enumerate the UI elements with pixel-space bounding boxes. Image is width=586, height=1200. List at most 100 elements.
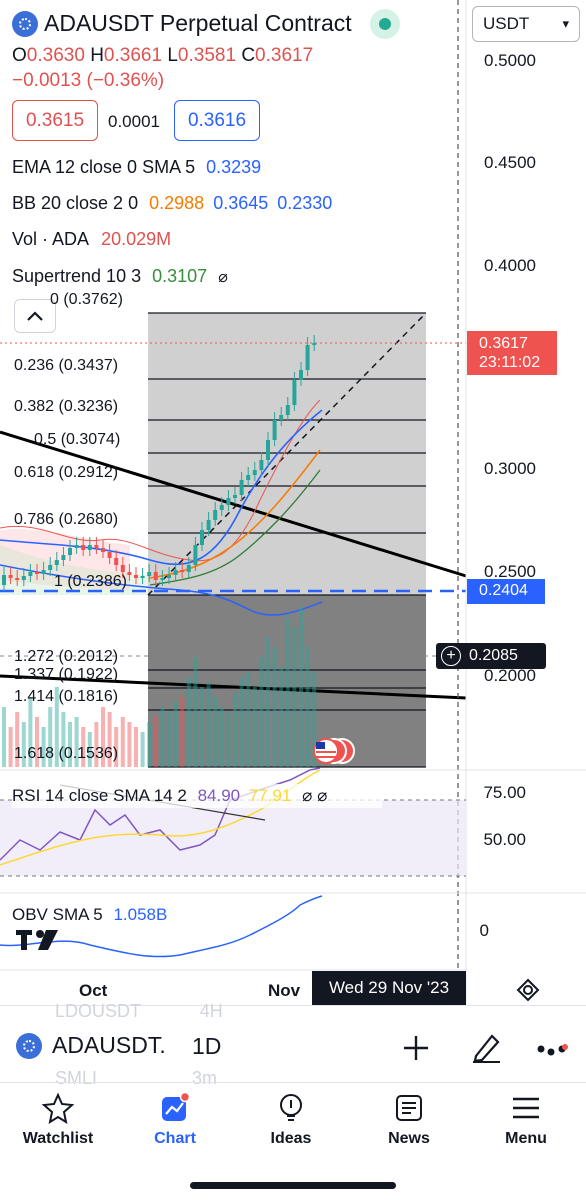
buy-price-button[interactable]: 0.3616	[174, 100, 260, 141]
sell-price-button[interactable]: 0.3615	[12, 100, 98, 141]
fib-level-label: 0.5 (0.3074)	[34, 431, 121, 448]
collapse-legend-button[interactable]	[14, 299, 56, 333]
chart-settings-icon[interactable]	[514, 976, 542, 1004]
high-label: H	[90, 45, 104, 66]
market-status-icon[interactable]	[370, 9, 400, 39]
obv-label: OBV SMA 5	[12, 905, 103, 924]
tabbar-divider	[0, 1082, 586, 1083]
volume-bar	[180, 697, 185, 767]
plus-circle-icon[interactable]: +	[441, 646, 461, 666]
volume-bar	[305, 647, 310, 767]
lightbulb-icon	[280, 1094, 302, 1121]
low-value: 0.3581	[177, 45, 237, 66]
spread-value: 0.0001	[108, 112, 160, 131]
tab-ideas[interactable]: Ideas	[236, 1092, 346, 1148]
volume-bar	[233, 692, 237, 767]
volume-bar	[134, 727, 138, 767]
candle-body	[48, 565, 53, 570]
volume-bar	[41, 727, 46, 767]
ohlc-row: O0.3630 H0.3661 L0.3581 C0.3617	[12, 45, 313, 67]
star-icon	[42, 1092, 74, 1124]
cardano-logo-icon	[16, 1032, 42, 1059]
obv-scale-zero: 0	[479, 921, 489, 940]
tab-label: Chart	[154, 1130, 196, 1147]
volume-bar	[140, 732, 145, 767]
volume-bar	[292, 627, 297, 767]
candle-body	[305, 345, 310, 370]
volume-bar	[35, 717, 39, 767]
candle-body	[167, 575, 171, 578]
price-tick: 0.4000	[484, 256, 536, 275]
ema-legend[interactable]: EMA 12 close 0 SMA 5 0.3239	[12, 157, 261, 178]
obv-line	[0, 895, 323, 958]
currency-select[interactable]: USDT ▾	[472, 6, 580, 42]
price-tick: 0.2000	[484, 666, 536, 685]
fib-level-label: 1.337 (0.1922)	[14, 666, 119, 683]
volume-bar	[107, 712, 112, 767]
volume-bar	[219, 707, 224, 767]
volume-bar	[61, 712, 66, 767]
candle-body	[81, 545, 86, 550]
rsi-legend[interactable]: RSI 14 close SMA 14 2 84.90 77.91 ⌀ ⌀	[12, 786, 327, 806]
more-dots-icon[interactable]	[536, 1044, 568, 1060]
trendline-upper[interactable]	[0, 430, 467, 578]
candle-body	[28, 572, 33, 576]
candle-body	[299, 370, 303, 380]
volume-bar	[101, 707, 105, 767]
volume-bar	[2, 707, 6, 767]
candle-body	[114, 558, 119, 565]
trendline-lower[interactable]	[0, 674, 467, 700]
tab-news[interactable]: News	[354, 1092, 464, 1148]
chevron-down-icon: ▾	[562, 16, 569, 31]
add-plus-icon[interactable]	[402, 1034, 430, 1062]
volume-legend[interactable]: Vol · ADA 20.029M	[12, 229, 171, 250]
open-label: O	[12, 45, 27, 66]
hidden-eye-icon[interactable]: ⌀	[218, 269, 228, 286]
candlesticks	[2, 335, 317, 591]
volume-bar	[312, 672, 317, 767]
candle-body	[173, 570, 178, 575]
candle-body	[186, 565, 191, 572]
rsi-scale-low: 50.00	[483, 830, 526, 849]
candle-body	[213, 510, 218, 520]
rsi-value: 84.90	[197, 786, 241, 805]
volume-bar	[206, 682, 211, 767]
volume-bar	[279, 667, 284, 767]
candle-body	[272, 420, 277, 440]
us-flag-icon[interactable]	[313, 738, 355, 764]
high-value: 0.3661	[103, 45, 163, 66]
bb-label: BB 20 close 2 0	[12, 193, 139, 213]
tab-menu[interactable]: Menu	[471, 1092, 581, 1148]
bb-lower-value: 0.2330	[277, 193, 333, 213]
fib-level-label: 0.618 (0.2912)	[14, 464, 119, 481]
crosshair-price-badge[interactable]: + 0.2085	[436, 643, 546, 669]
fib-level-label: 1.414 (0.1816)	[14, 688, 119, 705]
volume-bar	[246, 672, 251, 767]
bb-legend[interactable]: BB 20 close 2 0 0.2988 0.3645 0.2330	[12, 193, 332, 214]
symbol-selector[interactable]: ADAUSDT.	[16, 1032, 166, 1059]
candle-body	[68, 548, 72, 555]
candle-body	[94, 545, 99, 548]
candle-body	[2, 575, 6, 585]
drawing-pen-icon[interactable]	[470, 1030, 502, 1064]
chart-canvas[interactable]	[0, 0, 586, 1010]
ghost-symbol-below: SMLI 3m	[55, 1068, 218, 1088]
supertrend-value: 0.3107	[152, 266, 208, 286]
fib-level-label: 0.786 (0.2680)	[14, 511, 119, 528]
candle-body	[292, 380, 297, 405]
tab-chart[interactable]: Chart	[120, 1092, 230, 1148]
current-price-badge: 0.3617 23:11:02	[467, 331, 557, 375]
tab-watchlist[interactable]: Watchlist	[3, 1092, 113, 1148]
supertrend-legend[interactable]: Supertrend 10 3 0.3107 ⌀	[12, 266, 228, 287]
ema-value: 0.3239	[206, 157, 262, 177]
bb-lower-line	[0, 564, 323, 616]
hidden-eye-icon[interactable]: ⌀ ⌀	[302, 786, 328, 805]
crosshair-date-badge: Wed 29 Nov '23	[312, 971, 466, 1005]
symbol-header[interactable]: ADAUSDT Perpetual Contract	[12, 10, 352, 37]
candle-body	[219, 505, 224, 510]
obv-legend[interactable]: OBV SMA 5 1.058B	[12, 905, 167, 925]
interval-selector[interactable]: 1D	[192, 1033, 222, 1059]
candle-body	[193, 545, 198, 565]
volume-bar	[15, 712, 20, 767]
candle-body	[226, 498, 231, 505]
